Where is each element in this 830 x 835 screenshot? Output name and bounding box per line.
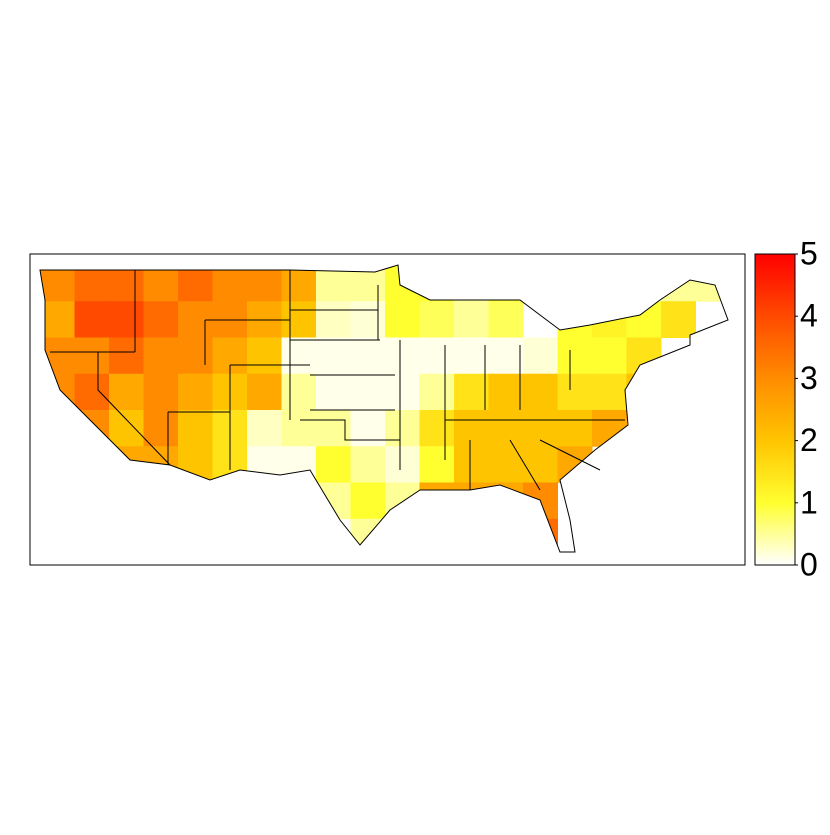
- heat-cell: [454, 410, 489, 447]
- colorbar: [754, 253, 796, 566]
- heat-cell: [557, 410, 593, 447]
- heat-cell: [40, 265, 75, 302]
- heat-cell: [143, 265, 179, 302]
- heat-cell: [247, 410, 282, 447]
- heat-cell: [178, 373, 213, 411]
- heat-cell: [143, 337, 179, 375]
- map-frame: [29, 253, 746, 566]
- heat-cell: [385, 301, 420, 338]
- heat-cell: [454, 446, 489, 483]
- heat-cell: [592, 373, 627, 411]
- us-outline: [39, 264, 729, 553]
- heat-cell: [74, 337, 110, 375]
- heat-cell: [350, 446, 386, 483]
- heat-cell: [143, 301, 179, 338]
- heat-cell: [109, 410, 144, 447]
- heat-cell: [488, 410, 524, 447]
- heat-cell: [316, 410, 351, 447]
- heat-cell: [523, 373, 558, 411]
- heat-cell: [419, 373, 455, 411]
- state-lines: [50, 270, 625, 491]
- heat-cell: [316, 337, 351, 375]
- colorbar-label: 3: [800, 360, 818, 396]
- heat-cell: [661, 301, 696, 338]
- heat-cell: [40, 301, 75, 338]
- heat-cell: [488, 373, 524, 411]
- heat-cell: [281, 265, 317, 302]
- heat-cell: [109, 373, 144, 411]
- colorbar-label: 0: [800, 546, 818, 582]
- heat-cell: [247, 373, 282, 411]
- heat-cell: [178, 337, 213, 375]
- colorbar-label: 1: [800, 484, 818, 520]
- heat-cell: [316, 373, 351, 411]
- heat-cell: [74, 373, 110, 411]
- heat-cell: [523, 410, 558, 447]
- heat-cell: [557, 373, 593, 411]
- heat-cell: [212, 265, 248, 302]
- heat-cell: [109, 265, 144, 302]
- heat-cell: [454, 301, 489, 338]
- heat-cell: [281, 373, 317, 411]
- heat-cell: [523, 446, 558, 483]
- heat-cell: [419, 410, 455, 447]
- state-borders: [39, 264, 729, 553]
- heat-cell: [350, 301, 386, 338]
- heat-cell: [178, 265, 213, 302]
- heat-cell: [178, 410, 213, 447]
- heat-cell: [523, 337, 558, 375]
- heat-cell: [454, 337, 489, 375]
- heat-cell: [74, 265, 110, 302]
- heat-cell: [281, 410, 317, 447]
- heat-cell: [385, 410, 420, 447]
- heat-cell: [350, 337, 386, 375]
- colorbar-label: 4: [800, 298, 818, 334]
- heat-cell: [247, 337, 282, 375]
- heat-cell: [350, 410, 386, 447]
- heat-cell: [488, 301, 524, 338]
- heat-cell: [488, 446, 524, 483]
- heat-cell: [143, 410, 179, 447]
- heat-cell: [350, 482, 386, 520]
- heat-cell: [454, 373, 489, 411]
- heat-cell: [385, 373, 420, 411]
- heat-cell: [281, 337, 317, 375]
- heat-cell: [385, 337, 420, 375]
- heat-cell: [74, 301, 110, 338]
- heat-cell: [247, 265, 282, 302]
- heat-cell: [109, 337, 144, 375]
- heat-cell: [143, 373, 179, 411]
- heat-cell: [316, 301, 351, 338]
- heat-cell: [419, 446, 455, 483]
- heat-cell: [419, 337, 455, 375]
- heat-cell: [350, 373, 386, 411]
- colorbar-label: 2: [800, 422, 818, 458]
- heat-cell: [488, 337, 524, 375]
- heat-cell: [419, 301, 455, 338]
- heat-cell: [316, 446, 351, 483]
- heat-cell: [592, 337, 627, 375]
- heat-cell: [385, 446, 420, 483]
- heat-cell: [557, 337, 593, 375]
- colorbar-label: 5: [800, 235, 818, 271]
- heat-cell: [109, 301, 144, 338]
